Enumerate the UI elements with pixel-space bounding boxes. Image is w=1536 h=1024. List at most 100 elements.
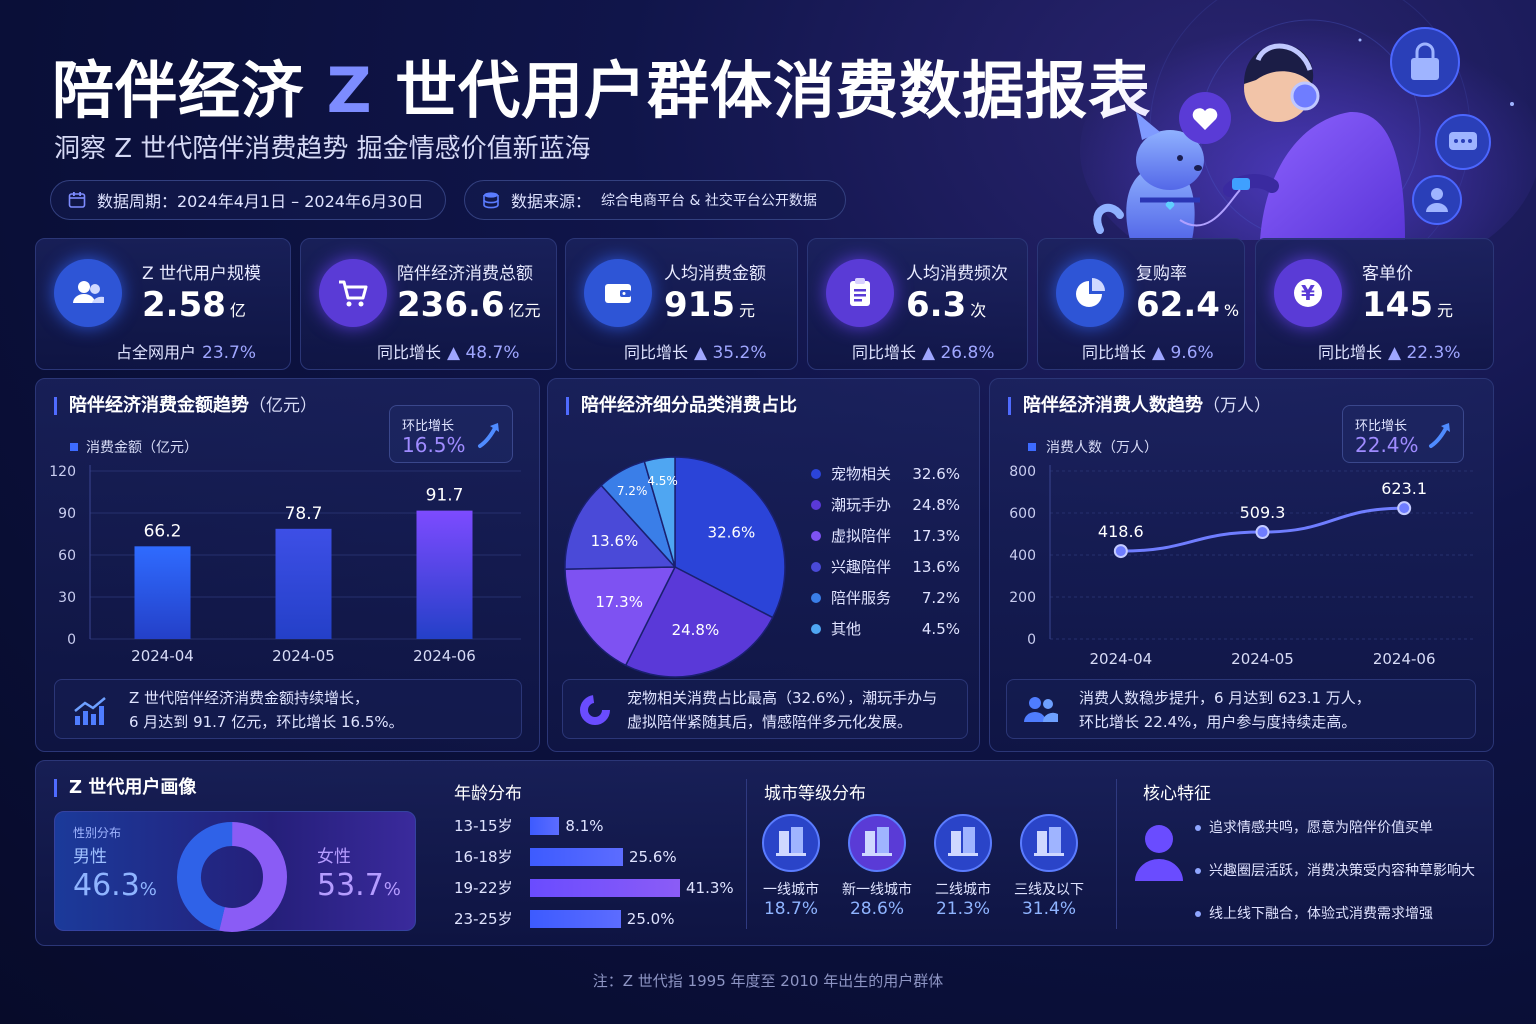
city-item: 三线及以下 31.4% <box>1009 813 1089 919</box>
legend-value: 32.6% <box>912 465 960 483</box>
city-item: 一线城市 18.7% <box>751 813 831 919</box>
kpi-sub: 同比增长 ▲ 35.2% <box>624 343 767 363</box>
slice-label: 4.5% <box>647 474 678 488</box>
gender-title: 性别分布 <box>73 826 122 840</box>
age-label: 19-22岁 <box>454 879 513 897</box>
age-value: 41.3% <box>686 878 734 897</box>
male-value: 46.3% <box>73 868 157 903</box>
title-part1: 陪伴经济 <box>52 54 305 127</box>
pie-slice <box>674 456 786 619</box>
divider <box>1116 779 1117 929</box>
slice-label: 24.8% <box>672 621 720 639</box>
legend-label: 宠物相关 <box>831 465 891 483</box>
city-item: 二线城市 21.3% <box>923 813 1003 919</box>
age-bar <box>530 816 560 835</box>
footnote: 注：Z 世代指 1995 年度至 2010 年出生的用户群体 <box>592 972 944 990</box>
kpi-value: 915 元 <box>664 285 755 325</box>
pie-slice <box>624 565 774 678</box>
kpi-label: 客单价 <box>1362 264 1413 284</box>
bullet-dot-icon <box>1195 825 1201 831</box>
bullet-dot-icon <box>1195 911 1201 917</box>
profile-bubble-icon <box>1412 175 1462 225</box>
trait-item: 线上线下融合，体验式消费需求增强 <box>1195 903 1433 923</box>
y-tick-label: 0 <box>1027 632 1036 648</box>
note-line-1: Z 世代陪伴经济消费金额持续增长， <box>129 689 370 707</box>
users-icon <box>54 259 122 327</box>
city-value: 31.4% <box>1021 899 1076 919</box>
age-bar <box>530 878 680 897</box>
kpi-sub: 同比增长 ▲ 9.6% <box>1082 343 1214 363</box>
female-value: 53.7% <box>317 868 401 903</box>
note-line-1: 宠物相关消费占比最高（32.6%），潮玩手办与 <box>627 689 938 707</box>
period-text: 数据周期：2024年4月1日 – 2024年6月30日 <box>97 192 424 211</box>
users-icon <box>1024 697 1058 722</box>
kpi-value: 6.3 次 <box>906 285 987 325</box>
point-value-label: 418.6 <box>1098 522 1144 541</box>
legend-label: 虚拟陪伴 <box>831 527 891 545</box>
y-tick-label: 800 <box>1009 464 1036 480</box>
category-share-panel: 陪伴经济细分品类消费占比 32.6% 24.8% 17.3% 13.6% 7.2% 4.5… <box>547 378 980 752</box>
y-tick-label: 400 <box>1009 548 1036 564</box>
rising-chart-icon <box>74 697 106 725</box>
building-icon <box>934 814 992 872</box>
kpi-value: 62.4% <box>1136 285 1240 325</box>
point-value-label: 509.3 <box>1240 503 1286 522</box>
city-value: 21.3% <box>935 899 990 919</box>
kpi-label: 陪伴经济消费总额 <box>397 264 533 284</box>
y-tick-label: 30 <box>58 590 76 606</box>
y-tick-label: 200 <box>1009 590 1036 606</box>
kpi-card-avg-spend: 人均消费金额 915 元 同比增长 ▲ 35.2% <box>565 238 798 370</box>
growth-badge: 环比增长 22.4% <box>1342 405 1464 463</box>
legend-swatch <box>70 443 78 451</box>
city-title: 城市等级分布 <box>764 784 866 804</box>
kpi-card-unit-price: ¥ 客单价 145 元 同比增长 ▲ 22.3% <box>1255 238 1494 370</box>
svg-text:¥: ¥ <box>1301 281 1315 305</box>
line-point <box>1113 544 1128 559</box>
point-value-label: 623.1 <box>1381 479 1427 498</box>
kpi-value: 2.58 亿 <box>142 285 246 325</box>
traits-title: 核心特征 <box>1143 784 1211 804</box>
kpi-label: Z 世代用户规模 <box>142 264 262 284</box>
cart-icon <box>319 259 387 327</box>
page-subtitle: 洞察 Z 世代陪伴消费趋势 掘金情感价值新蓝海 <box>54 134 591 164</box>
kpi-label: 复购率 <box>1136 264 1187 284</box>
x-tick-label: 2024-04 <box>1089 650 1152 668</box>
slice-label: 32.6% <box>708 524 756 542</box>
slice-label: 13.6% <box>591 532 639 550</box>
city-label: 二线城市 <box>935 882 991 898</box>
legend-dot <box>811 531 821 541</box>
trait-text: 兴趣圈层活跃，消费决策受内容种草影响大 <box>1209 863 1475 879</box>
kpi-sub: 同比增长 ▲ 22.3% <box>1318 343 1461 363</box>
heart-bubble-icon <box>1179 92 1231 144</box>
page-title: 陪伴经济 Z 世代用户群体消费数据报表 <box>52 40 1151 130</box>
user-line-chart: 消费人数（万人） 0 200 400 600 800 418.6 2024-04 509.3 20… <box>1009 440 1475 668</box>
bar <box>134 546 191 639</box>
bullet-dot-icon <box>1195 868 1201 874</box>
kpi-sub: 同比增长 ▲ 48.7% <box>377 343 520 363</box>
note-line-1: 消费人数稳步提升，6 月达到 623.1 万人， <box>1079 689 1371 707</box>
kpi-sub: 同比增长 ▲ 26.8% <box>852 343 995 363</box>
age-value: 25.6% <box>628 847 677 866</box>
bar-value-label: 66.2 <box>144 521 182 541</box>
legend-swatch <box>1028 443 1036 451</box>
kpi-sub: 占全网用户 23.7% <box>116 343 257 363</box>
legend-value: 4.5% <box>922 620 960 638</box>
user-profile-panel: Z 世代用户画像 性别分布 男性 46.3% 女性 53.7% 年龄分布 13-… <box>35 760 1494 946</box>
legend-label: 兴趣陪伴 <box>831 558 891 576</box>
age-row: 13-15岁 8.1% <box>454 815 604 836</box>
city-value: 28.6% <box>849 899 904 919</box>
slice-label: 7.2% <box>617 484 648 498</box>
gender-donut-chart <box>177 822 287 932</box>
trait-text: 追求情感共鸣，愿意为陪伴价值买单 <box>1209 820 1433 836</box>
y-tick-label: 120 <box>49 464 76 480</box>
y-tick-label: 60 <box>58 548 76 564</box>
note-line-2: 虚拟陪伴紧随其后，情感陪伴多元化发展。 <box>627 713 913 731</box>
note-line-2: 环比增长 22.4%，用户参与度持续走高。 <box>1079 713 1357 731</box>
age-bar <box>530 847 623 866</box>
age-value: 8.1% <box>565 816 604 835</box>
hero-illustration <box>1080 0 1536 240</box>
x-tick-label: 2024-06 <box>413 647 476 665</box>
bar <box>275 528 332 639</box>
age-label: 13-15岁 <box>454 817 513 835</box>
chat-bubble-icon <box>1435 114 1491 170</box>
